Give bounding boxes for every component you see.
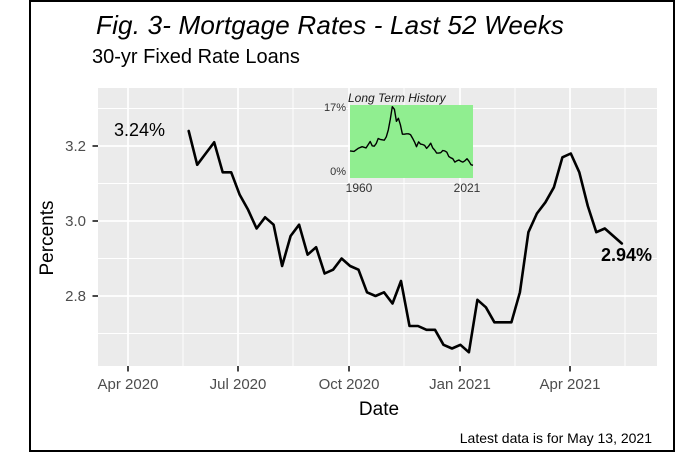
x-axis-title: Date (358, 399, 400, 420)
inset-chart-title: Long Term History (348, 91, 446, 105)
y-tick-label: 3.0 (65, 213, 86, 230)
x-tick-label: Apr 2020 (97, 376, 159, 393)
start-value-annotation: 3.24% (114, 120, 166, 140)
inset-y-tick-label: 0% (330, 166, 346, 178)
inset-x-tick-label: 2021 (453, 181, 481, 195)
x-tick-label: Jul 2020 (209, 376, 267, 393)
end-value-annotation: 2.94% (601, 245, 653, 265)
x-tick-label: Apr 2021 (539, 376, 601, 393)
chart-title: Fig. 3- Mortgage Rates - Last 52 Weeks (96, 10, 565, 40)
y-tick-label: 3.2 (65, 138, 86, 155)
chart-subtitle: 30-yr Fixed Rate Loans (92, 46, 300, 68)
inset-x-tick-label: 1960 (345, 181, 373, 195)
x-tick-label: Oct 2020 (318, 376, 380, 393)
y-tick-label: 2.8 (65, 288, 86, 305)
inset-y-tick-label: 17% (323, 102, 346, 114)
chart-caption: Latest data is for May 13, 2021 (459, 430, 652, 446)
x-tick-label: Jan 2021 (429, 376, 491, 393)
y-axis-title: Percents (37, 200, 58, 276)
